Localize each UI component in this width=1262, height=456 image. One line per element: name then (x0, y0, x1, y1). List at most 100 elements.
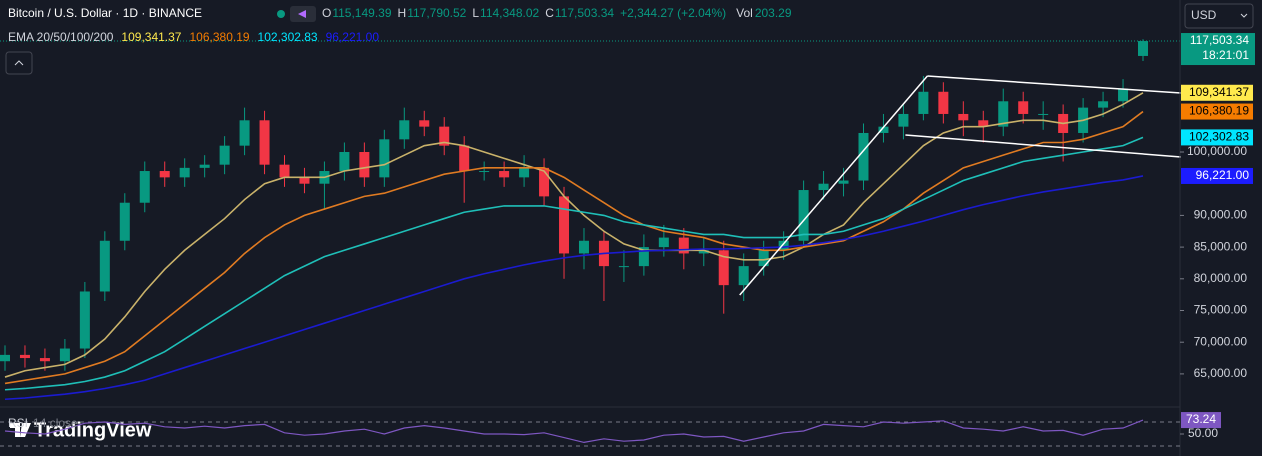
candle-body (239, 120, 250, 146)
price-badge (1181, 103, 1253, 120)
candle-body (938, 91, 949, 114)
candle-body (139, 171, 150, 203)
ohlc-value: 117,503.34 (555, 6, 614, 20)
candle-body (898, 113, 909, 127)
candle-body (1118, 88, 1129, 102)
dropdown-chevron (1240, 13, 1248, 18)
candle-body (59, 348, 70, 362)
candle-body (838, 180, 849, 184)
symbol-title: Bitcoin / U.S. Dollar · 1D · BINANCE (8, 6, 202, 20)
trend-line (905, 134, 1181, 158)
candle-body (99, 240, 110, 292)
candle-body (698, 250, 709, 254)
candle-body (439, 126, 450, 146)
ema-legend-value: 102,302.83 (258, 30, 318, 44)
candle-body (219, 145, 230, 165)
ema-line (4, 92, 1144, 378)
ohlc-key: H (398, 6, 407, 20)
candle-body (279, 164, 290, 178)
candle-body (359, 152, 370, 178)
candle-body (79, 291, 90, 349)
rsi-title: RSI (8, 416, 28, 430)
logo-icon (10, 423, 31, 437)
candle-body (718, 250, 729, 286)
candle-body (618, 266, 629, 268)
candle-body (539, 167, 550, 197)
candle-body (119, 202, 130, 241)
candle-body (179, 167, 190, 178)
indicator-glyph (298, 10, 306, 18)
candle-body (918, 91, 929, 114)
candle-body (758, 250, 769, 267)
last-price-label: 117,503.34 (1190, 33, 1249, 47)
ema-legend-value: 96,221.00 (326, 30, 380, 44)
currency-label: USD (1191, 8, 1217, 22)
last-price-badge (1181, 33, 1255, 66)
candle-body (559, 196, 570, 254)
candle-body (878, 126, 889, 133)
price-badge-label: 106,380.19 (1189, 104, 1249, 118)
change-value: +2,344.27 (+2.04%) (620, 6, 726, 20)
y-tick-label: 100,000.00 (1187, 144, 1247, 158)
rsi-subtitle: 14 close (33, 416, 78, 430)
trend-line (739, 75, 928, 296)
candle-body (738, 266, 749, 286)
ema-line (4, 110, 1144, 385)
y-tick-label: 80,000.00 (1194, 271, 1248, 285)
candle-body (978, 120, 989, 127)
plot-area (0, 39, 1181, 401)
candle-body (658, 237, 669, 248)
candle-body (259, 120, 270, 165)
currency-dropdown[interactable] (1184, 3, 1254, 29)
price-badge (1181, 129, 1253, 146)
candle-body (578, 240, 589, 254)
candle-body (678, 237, 689, 254)
ohlc-value: 117,790.52 (407, 6, 466, 20)
ohlc-value: 114,348.02 (480, 6, 539, 20)
rsi-line (4, 419, 1144, 444)
ema-legend-value: 106,380.19 (189, 30, 249, 44)
ema-line (4, 175, 1144, 401)
logo-text: TradingView (34, 419, 152, 441)
countdown-label: 18:21:01 (1202, 48, 1249, 62)
candle-body (419, 120, 430, 127)
collapse-button[interactable] (5, 51, 33, 75)
volume-key: Vol (736, 6, 753, 20)
candle-body (459, 145, 470, 172)
candle-body (499, 171, 510, 178)
candle-body (958, 113, 969, 121)
y-tick-label: 75,000.00 (1194, 303, 1248, 317)
price-badge (1181, 84, 1253, 101)
ema-line (4, 136, 1144, 391)
price-badge (1181, 167, 1253, 184)
status-dot (277, 10, 285, 18)
candle-body (818, 183, 829, 191)
ema-legend-value: 109,341.37 (121, 30, 181, 44)
rsi-badge-label: 73.24 (1186, 412, 1216, 426)
candle-body (638, 247, 649, 267)
candle-body (19, 354, 30, 359)
price-badge-label: 102,302.83 (1189, 130, 1249, 144)
candle-body (339, 152, 350, 172)
ohlc-key: O (322, 6, 331, 20)
candle-body (998, 101, 1009, 127)
price-badge-label: 96,221.00 (1196, 168, 1250, 182)
candle-body (159, 171, 170, 178)
candle-body (39, 358, 50, 362)
rsi-badge (1181, 412, 1221, 429)
candle-body (798, 190, 809, 241)
ohlc-value: 115,149.39 (332, 6, 391, 20)
y-tick-label: 70,000.00 (1194, 334, 1248, 348)
ohlc-key: C (545, 6, 554, 20)
candle-body (858, 132, 869, 181)
candle-body (0, 354, 10, 362)
volume-value: 203.29 (755, 6, 792, 20)
price-badge-label: 109,341.37 (1189, 85, 1249, 99)
collapse-icon (14, 60, 24, 66)
candle-body (379, 139, 390, 178)
ema-legend-label: EMA 20/50/100/200 (8, 30, 114, 44)
candle-body (399, 120, 410, 140)
ohlc-key: L (472, 6, 479, 20)
